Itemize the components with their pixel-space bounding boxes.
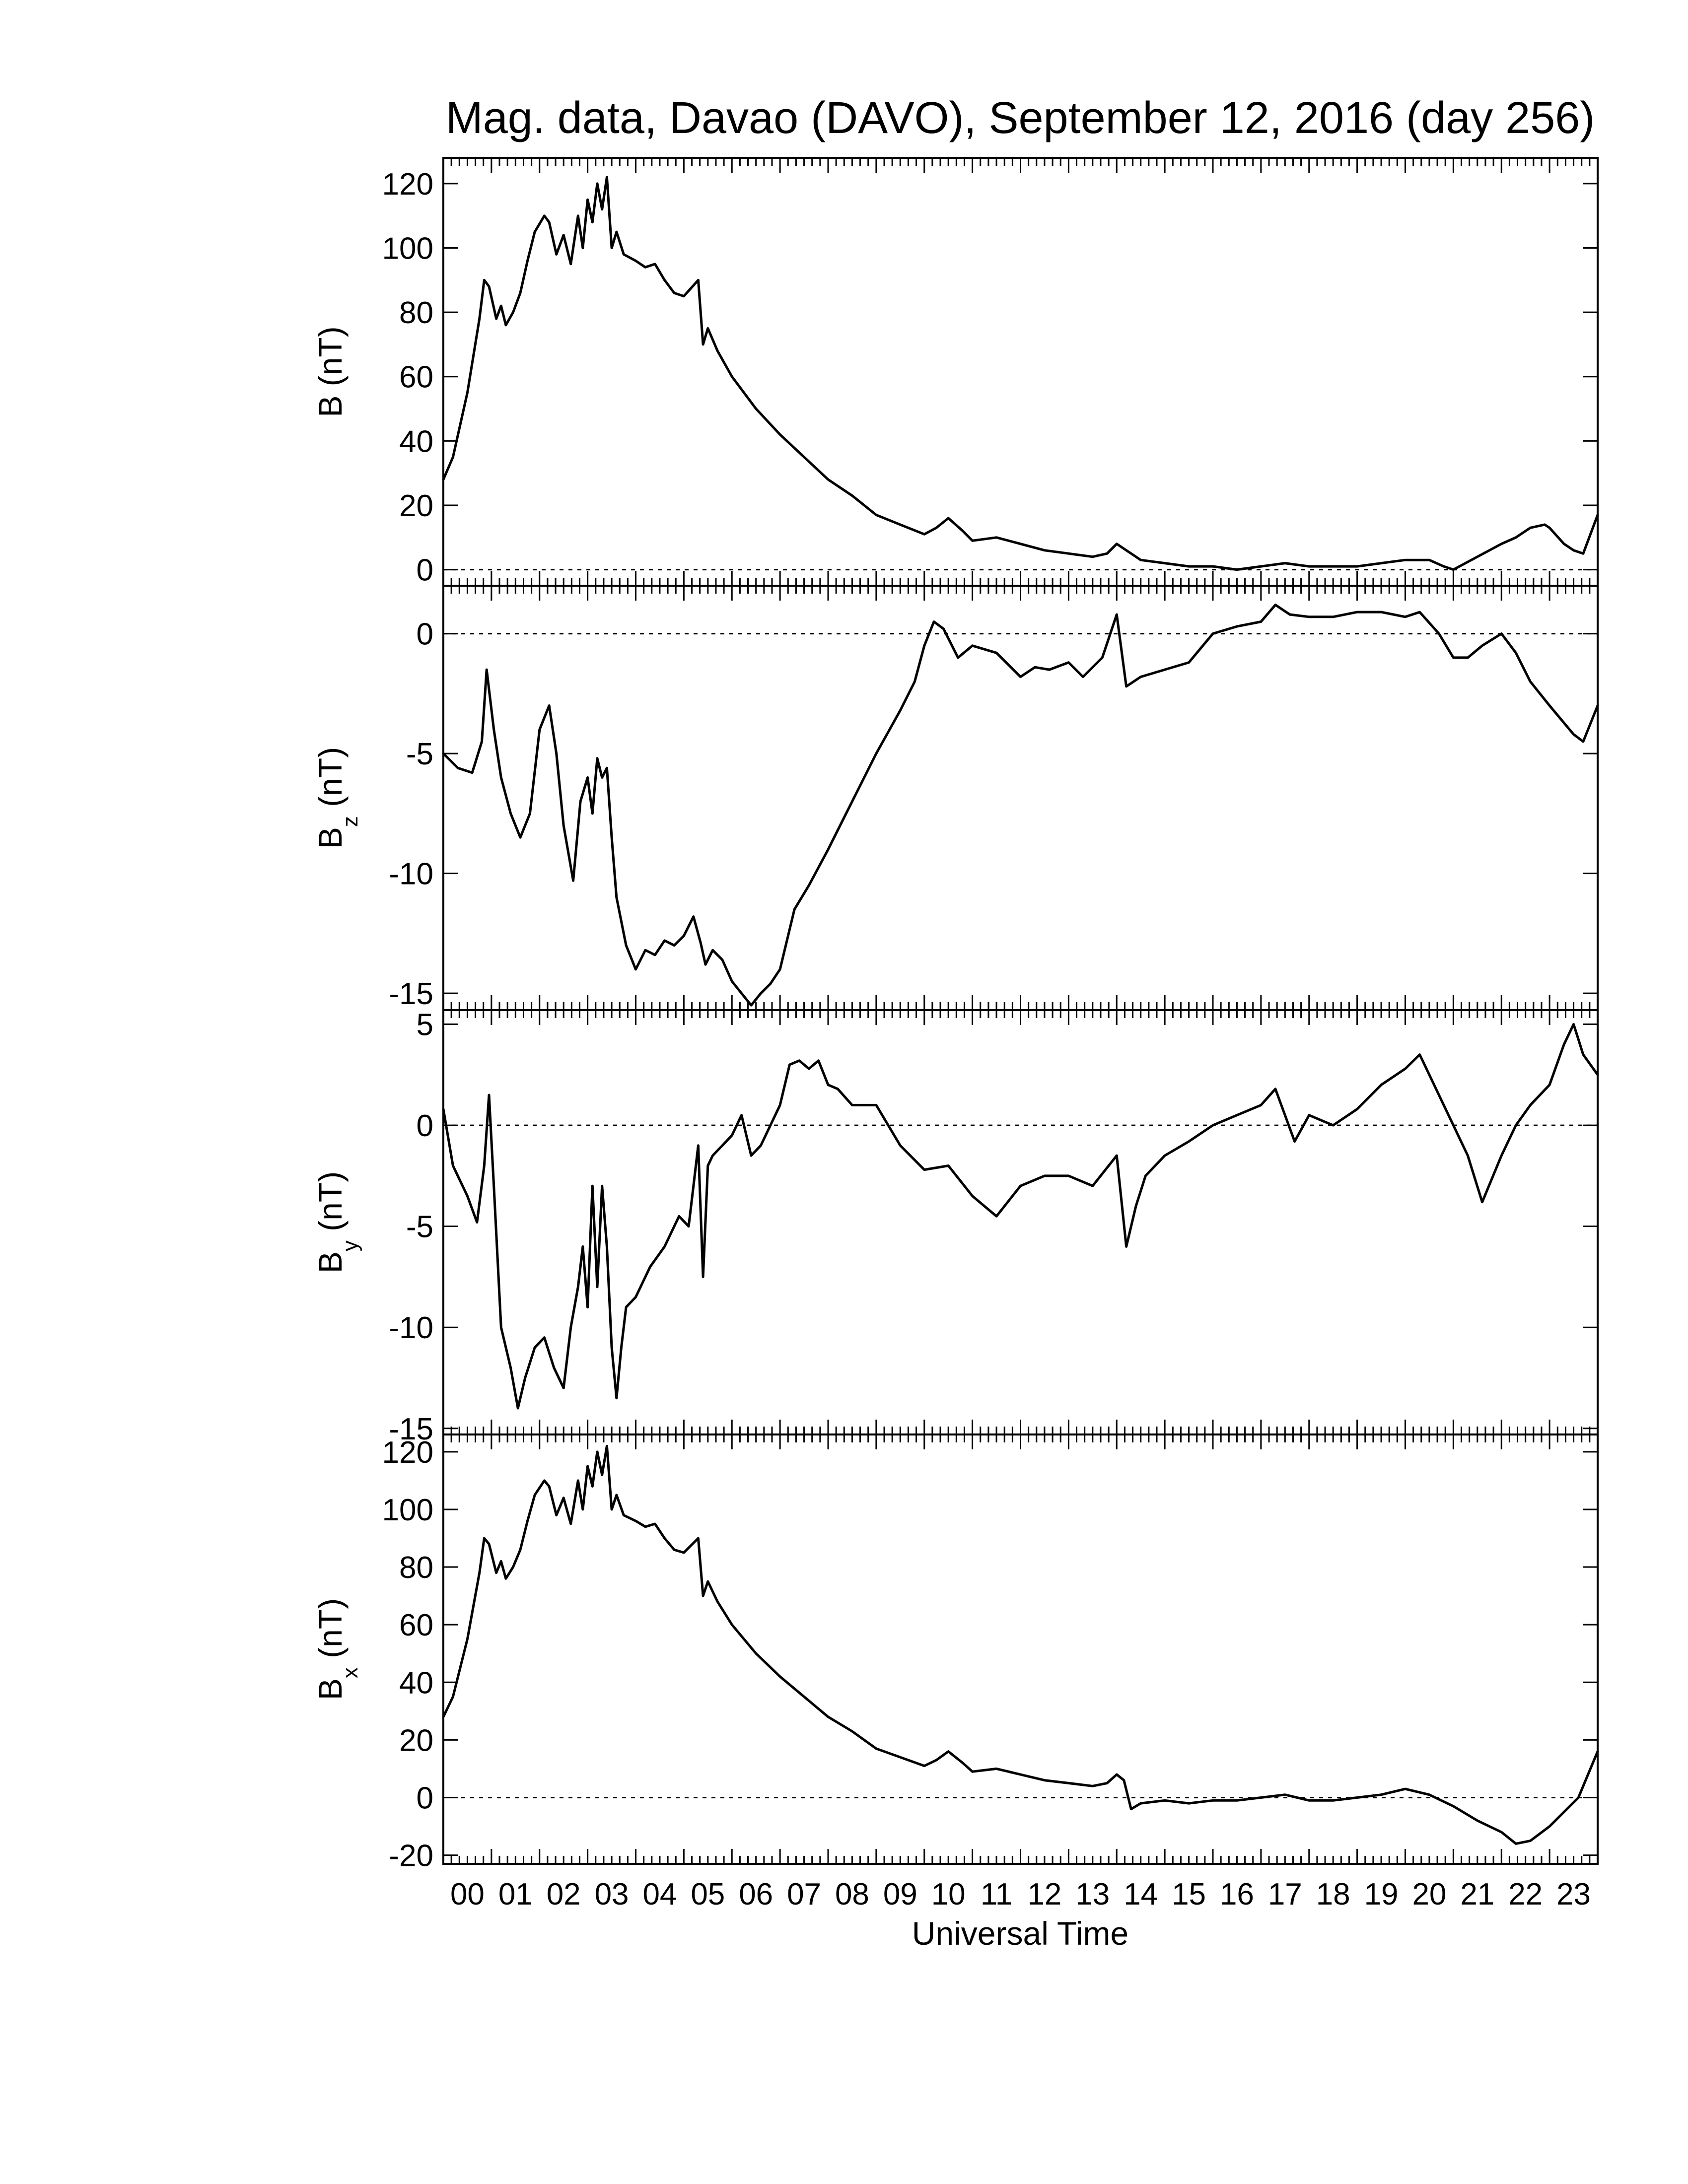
x-tick-label: 11 <box>981 1877 1012 1911</box>
y-axis-label-by: By (nT) <box>312 1171 362 1273</box>
x-tick-label: 08 <box>835 1877 869 1911</box>
x-tick-label: 02 <box>547 1877 581 1911</box>
y-tick-label-bx: 0 <box>417 1781 433 1815</box>
x-tick-label: 05 <box>691 1877 725 1911</box>
x-tick-label: 18 <box>1316 1877 1350 1911</box>
x-axis-label: Universal Time <box>912 1915 1128 1952</box>
y-tick-label-bx: 40 <box>399 1666 433 1700</box>
y-tick-label-bx: 100 <box>382 1493 433 1527</box>
series-line-b <box>442 176 1599 571</box>
y-tick-label-b: 120 <box>382 167 433 202</box>
x-tick-label: 23 <box>1556 1877 1591 1911</box>
chart-title: Mag. data, Davao (DAVO), September 12, 2… <box>446 93 1595 143</box>
y-axis-label-bx: Bx (nT) <box>312 1598 362 1700</box>
x-tick-label: 00 <box>450 1877 485 1911</box>
y-tick-label-by: 0 <box>417 1109 433 1143</box>
x-tick-label: 16 <box>1220 1877 1254 1911</box>
x-tick-label: 14 <box>1124 1877 1158 1911</box>
y-tick-label-bx: 60 <box>399 1608 433 1642</box>
panel-b: 0 20 40 60 80 100 120 B (nT) <box>312 157 1599 588</box>
y-axis-label-bz: Bz (nT) <box>312 747 362 849</box>
plot-frame-b <box>442 157 1599 587</box>
y-tick-label-bx: 20 <box>399 1723 433 1758</box>
y-tick-label-b: 0 <box>417 553 433 588</box>
y-tick-label-bz: -15 <box>389 977 433 1011</box>
panel-bx: 120 100 80 60 40 20 0 -20 Bx (nT) <box>312 1433 1599 1873</box>
y-tick-label-bz: -10 <box>389 857 433 891</box>
y-tick-label-bz: 0 <box>417 617 433 652</box>
plot-frame-by <box>442 1009 1599 1435</box>
x-tick-label: 04 <box>642 1877 677 1911</box>
x-tick-label: 13 <box>1075 1877 1110 1911</box>
y-tick-label-bz: -5 <box>406 737 433 771</box>
x-tick-label: 06 <box>739 1877 773 1911</box>
y-tick-label-by: -10 <box>389 1311 433 1345</box>
y-tick-label-by: -5 <box>406 1210 433 1244</box>
x-tick-label: 03 <box>595 1877 629 1911</box>
y-tick-label-b: 40 <box>399 424 433 459</box>
y-tick-label-b: 100 <box>382 231 433 266</box>
plot-frame-bz <box>442 585 1599 1011</box>
y-tick-label-bx: 120 <box>382 1435 433 1470</box>
series-line-by <box>442 1023 1599 1410</box>
x-tick-label: 20 <box>1412 1877 1446 1911</box>
panel-by: 5 0 -5 -10 -15 By (nT) <box>312 1008 1599 1446</box>
x-tick-label: 21 <box>1460 1877 1494 1911</box>
x-tick-label: 09 <box>883 1877 917 1911</box>
x-tick-label: 19 <box>1364 1877 1399 1911</box>
x-tick-label: 12 <box>1027 1877 1061 1911</box>
y-tick-label-b: 20 <box>399 489 433 523</box>
y-tick-label-b: 60 <box>399 360 433 395</box>
x-tick-label: 15 <box>1172 1877 1206 1911</box>
y-tick-label-by: 5 <box>417 1008 433 1042</box>
x-tick-label: 01 <box>498 1877 533 1911</box>
x-tick-label: 07 <box>787 1877 821 1911</box>
x-tick-label: 10 <box>931 1877 966 1911</box>
x-tick-label: 17 <box>1268 1877 1302 1911</box>
x-tick-label: 22 <box>1508 1877 1543 1911</box>
y-tick-label-by: -15 <box>389 1412 433 1446</box>
y-tick-label-bx: 80 <box>399 1551 433 1585</box>
series-line-bx <box>442 1444 1599 1845</box>
y-axis-label-b: B (nT) <box>312 326 349 417</box>
panel-bz: 0 -5 -10 -15 Bz (nT) <box>312 585 1599 1011</box>
series-line-bz <box>442 604 1599 1007</box>
y-tick-label-bx: -20 <box>389 1839 433 1873</box>
y-tick-label-b: 80 <box>399 296 433 330</box>
